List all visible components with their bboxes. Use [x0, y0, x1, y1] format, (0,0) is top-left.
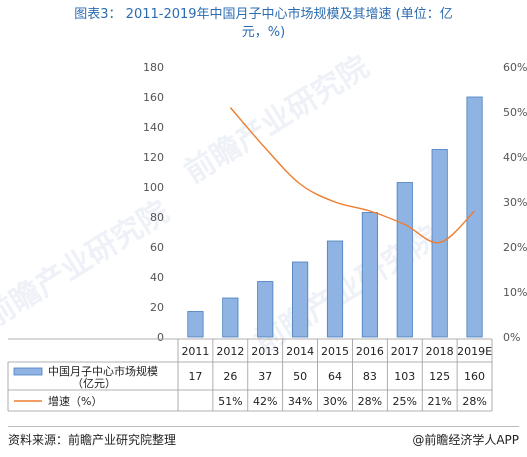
line-value-label: 28% [462, 395, 486, 408]
y-right-tick-label: 0% [503, 331, 520, 344]
legend-line-label: 增速（%） [48, 394, 102, 408]
chart-title: 图表3： 2011-2019年中国月子中心市场规模及其增速 (单位：亿 元，%) [0, 6, 527, 42]
y-left-tick-label: 0 [157, 331, 164, 344]
y-right-tick-label: 30% [503, 196, 527, 209]
bar-value-label: 37 [258, 370, 272, 383]
chart-svg: 0 20 40 60 80 100 120 140 160 180 0% 10% 20% 30% 40% 50… [7, 61, 527, 412]
y-left-tick-label: 120 [143, 151, 164, 164]
x-tick-label: 2014 [286, 345, 314, 358]
x-tick-label: 2018 [426, 345, 454, 358]
bar [326, 240, 344, 338]
bar-value-label: 26 [223, 370, 237, 383]
bar [361, 212, 378, 338]
footer: 资料来源：前瞻产业研究院整理 @前瞻经济学人APP [8, 426, 519, 451]
bar-value-label: 64 [328, 370, 342, 383]
line-value-label: 34% [288, 395, 312, 408]
x-tick-label: 2012 [216, 345, 244, 358]
y-left-tick-label: 40 [150, 271, 164, 284]
y-left-tick-label: 180 [143, 61, 164, 74]
line-value-label: 42% [253, 395, 277, 408]
line-value-label: 25% [393, 395, 417, 408]
bar-value-label: 160 [464, 370, 485, 383]
chart-title-line1: 图表3： 2011-2019年中国月子中心市场规模及其增速 (单位：亿 [74, 7, 453, 22]
y-left-tick-label: 100 [143, 181, 164, 194]
bar-value-label: 50 [293, 370, 307, 383]
x-tick-label: 2017 [391, 345, 419, 358]
bar-value-label: 17 [188, 370, 202, 383]
line-value-label: 30% [323, 395, 347, 408]
bar [396, 182, 413, 338]
x-tick-label: 2011 [181, 345, 209, 358]
y-left-tick-label: 60 [150, 241, 164, 254]
bar [187, 311, 204, 338]
y-left-tick-label: 160 [143, 91, 164, 104]
y-right-tick-label: 10% [503, 286, 527, 299]
bar [466, 96, 483, 338]
x-tick-label: 2016 [356, 345, 384, 358]
x-tick-label: 2015 [321, 345, 349, 358]
bar [257, 281, 274, 338]
bar-value-label: 125 [429, 370, 450, 383]
line-value-label: 21% [427, 395, 451, 408]
line-value-label: 51% [218, 395, 242, 408]
bar [222, 297, 239, 338]
x-tick-label: 2019E [457, 345, 492, 358]
bar-value-label: 103 [394, 370, 415, 383]
y-right-tick-label: 20% [503, 241, 527, 254]
y-left-tick-label: 20 [150, 301, 164, 314]
series-line [229, 107, 476, 244]
footer-brand: @前瞻经济学人APP [412, 433, 519, 447]
bar [292, 261, 309, 338]
legend-bar-label-line1: 中国月子中心市场规模 [48, 364, 158, 378]
y-right-tick-label: 40% [503, 151, 527, 164]
y-right-tick-label: 50% [503, 106, 527, 119]
legend-bar-label-line2: （亿元） [72, 377, 116, 390]
chart-title-line2: 元，%) [241, 25, 286, 40]
y-right-tick-label: 60% [503, 61, 527, 74]
bar [431, 149, 448, 338]
legend-bar-swatch [13, 367, 43, 376]
y-left-tick-label: 140 [143, 121, 164, 134]
x-tick-label: 2013 [251, 345, 279, 358]
y-left-tick-label: 80 [150, 211, 164, 224]
line-value-label: 28% [358, 395, 382, 408]
footer-source: 资料来源：前瞻产业研究院整理 [8, 433, 177, 447]
bar-value-label: 83 [363, 370, 377, 383]
